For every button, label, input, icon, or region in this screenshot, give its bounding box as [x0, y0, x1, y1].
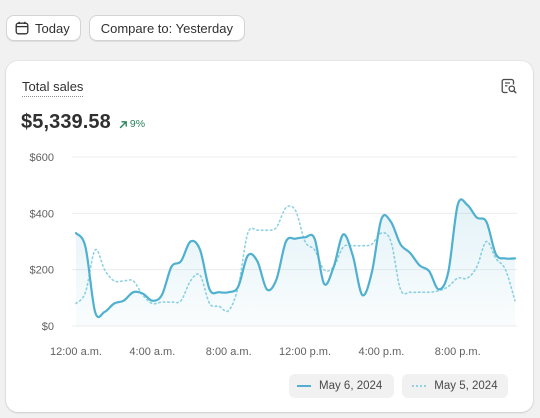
- legend-item-current[interactable]: May 6, 2024: [289, 374, 395, 398]
- compare-to-label: Compare to: Yesterday: [100, 20, 233, 36]
- arrow-up-right-icon: [119, 120, 127, 128]
- toolbar: Today Compare to: Yesterday: [6, 15, 245, 41]
- metric-row: $5,339.58 9%: [21, 111, 145, 134]
- legend-label-current: May 6, 2024: [319, 380, 383, 392]
- sales-line-chart: $0 $200 $400 $600 12:00 a.m. 4:00 a.m. 8:00 a.…: [30, 152, 517, 358]
- legend-swatch-dotted: [412, 385, 427, 387]
- y-axis-tick-label: $0: [42, 321, 54, 333]
- chart-legend: May 6, 2024 May 5, 2024: [289, 374, 508, 398]
- calendar-icon: [15, 21, 29, 35]
- series-area-current: [76, 199, 515, 326]
- x-axis-tick-label: 12:00 a.m.: [50, 346, 102, 358]
- y-axis-tick-label: $400: [30, 208, 54, 220]
- legend-swatch-solid: [297, 385, 311, 387]
- legend-item-previous[interactable]: May 5, 2024: [402, 374, 508, 398]
- x-axis-tick-label: 4:00 p.m.: [358, 346, 404, 358]
- x-axis-tick-label: 12:00 p.m.: [279, 346, 331, 358]
- x-axis-tick-label: 4:00 a.m.: [129, 346, 175, 358]
- change-indicator: 9%: [119, 118, 145, 130]
- card-title[interactable]: Total sales: [22, 79, 84, 97]
- total-sales-card: Total sales $5,339.58 9% $0 $200 $400 $600 1…: [6, 61, 533, 412]
- y-axis-tick-label: $600: [30, 152, 54, 164]
- legend-label-previous: May 5, 2024: [434, 380, 498, 392]
- change-percent: 9%: [129, 118, 146, 130]
- y-axis-tick-label: $200: [30, 265, 54, 277]
- compare-to-button[interactable]: Compare to: Yesterday: [88, 15, 245, 41]
- x-axis-tick-label: 8:00 p.m.: [435, 346, 481, 358]
- date-range-button[interactable]: Today: [6, 15, 81, 41]
- series-line-current: [74, 198, 517, 319]
- date-range-label: Today: [35, 20, 70, 36]
- total-sales-value: $5,339.58: [21, 111, 111, 133]
- explore-report-icon[interactable]: [501, 78, 517, 94]
- x-axis-tick-label: 8:00 a.m.: [206, 346, 252, 358]
